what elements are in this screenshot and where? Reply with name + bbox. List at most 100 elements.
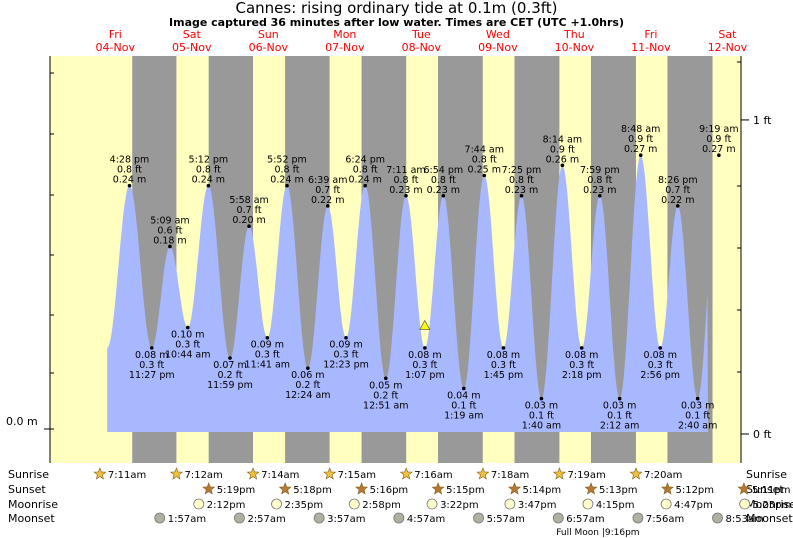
day-weekday: Tue	[411, 28, 431, 41]
low-tide-ft: 0.3 ft	[491, 360, 516, 371]
tide-point	[185, 325, 190, 330]
day-date: 10-Nov	[555, 41, 595, 54]
moonset-icon	[234, 512, 245, 524]
tide-point	[579, 346, 584, 350]
tide-point	[383, 376, 388, 381]
sunrise-time: 7:16am	[414, 470, 452, 481]
high-tide-ft: 0.8 ft	[353, 165, 378, 176]
sunrise-icon	[629, 467, 643, 480]
tide-point	[363, 183, 368, 188]
high-tide-m: 0.25 m	[468, 165, 501, 176]
sunrise-label-left: Sunrise	[8, 468, 49, 481]
moonset-time: 6:57am	[566, 514, 604, 525]
sunset-label-right: Sunset	[746, 483, 784, 496]
day-date: 12-Nov	[708, 41, 748, 54]
low-tide-m: 0.09 m	[251, 340, 284, 351]
high-tide-ft: 0.7 ft	[237, 205, 262, 216]
high-tide-m: 0.24 m	[270, 175, 303, 186]
day-weekday: Mon	[333, 28, 356, 41]
tide-point	[285, 183, 289, 188]
moonrise-icon	[582, 498, 594, 510]
sunrise-icon	[170, 467, 183, 480]
low-tide-time: 11:59 pm	[207, 380, 253, 391]
sunset-icon	[737, 482, 751, 495]
sunrise-label-right: Sunrise	[746, 468, 787, 481]
low-tide-time: 1:19 am	[444, 410, 483, 421]
low-tide-time: 1:40 am	[522, 421, 561, 432]
sunset-icon	[508, 482, 522, 495]
high-tide-m: 0.26 m	[546, 154, 579, 165]
high-tide-ft: 0.8 ft	[587, 175, 612, 186]
tide-point	[717, 153, 721, 158]
high-tide-ft: 0.8 ft	[509, 175, 534, 186]
low-tide-ft: 0.2 ft	[373, 390, 398, 401]
high-tide-m: 0.24 m	[192, 175, 225, 186]
high-tide-ft: 0.6 ft	[157, 225, 182, 236]
day-weekday: Sat	[718, 28, 737, 41]
sunset-icon	[584, 482, 598, 495]
high-tide-m: 0.20 m	[232, 215, 265, 226]
tide-point	[482, 173, 487, 178]
sunset-time: 5:19pm	[217, 485, 256, 496]
chart-title: Cannes: rising ordinary tide at 0.1m (0.…	[235, 0, 558, 17]
moonrise-time: 4:47pm	[674, 500, 713, 511]
high-tide-m: 0.18 m	[153, 235, 186, 246]
moonrise-time: 2:12pm	[207, 500, 246, 511]
low-tide-m: 0.07 m	[213, 360, 246, 371]
day-date: 09-Nov	[478, 41, 518, 54]
sunrise-time: 7:20am	[644, 470, 682, 481]
low-tide-m: 0.03 m	[681, 401, 714, 412]
tide-point	[247, 224, 251, 228]
tide-point	[638, 153, 643, 158]
day-weekday: Sat	[183, 28, 202, 41]
high-tide-m: 0.22 m	[661, 195, 694, 206]
tide-point	[404, 193, 408, 198]
day-weekday: Fri	[109, 28, 122, 41]
low-tide-time: 2:18 pm	[562, 370, 602, 381]
sunset-label-left: Sunset	[8, 483, 46, 496]
high-tide-ft: 0.8 ft	[274, 165, 299, 176]
tide-point	[228, 356, 232, 360]
day-date: 08-Nov	[402, 41, 442, 54]
sunset-icon	[278, 482, 292, 495]
day-date: 04-Nov	[96, 41, 136, 54]
sunrise-icon	[323, 467, 337, 480]
high-tide-m: 0.24 m	[349, 175, 382, 186]
sunrise-icon	[552, 467, 566, 480]
high-tide-ft: 0.8 ft	[196, 165, 221, 176]
day-weekday: Fri	[644, 28, 657, 41]
tide-point	[675, 204, 680, 208]
high-tide-m: 0.24 m	[113, 175, 146, 186]
tide-area	[107, 155, 708, 432]
low-tide-time: 2:56 pm	[640, 370, 680, 381]
high-tide-time: 8:14 am	[543, 134, 582, 145]
low-tide-time: 1:07 pm	[405, 370, 445, 381]
tide-point	[539, 396, 544, 401]
high-tide-ft: 0.8 ft	[431, 175, 456, 186]
low-tide-m: 0.04 m	[447, 390, 480, 401]
moonset-icon	[473, 512, 484, 524]
moonrise-icon	[348, 498, 360, 510]
high-tide-time: 6:24 pm	[345, 155, 385, 166]
day-date: 05-Nov	[172, 41, 212, 54]
day-weekday: Wed	[486, 28, 510, 41]
sunset-time: 5:15pm	[446, 485, 485, 496]
day-date: 07-Nov	[325, 41, 365, 54]
low-tide-ft: 0.3 ft	[412, 360, 437, 371]
high-tide-time: 5:09 am	[150, 215, 189, 226]
current-tide-marker	[419, 319, 431, 330]
sunrise-time: 7:15am	[338, 470, 376, 481]
sunrise-icon	[399, 467, 413, 480]
moonset-time: 2:57am	[247, 514, 285, 525]
low-tide-m: 0.08 m	[408, 350, 441, 361]
sunrise-time: 7:18am	[491, 470, 529, 481]
moonrise-label-left: Moonrise	[8, 498, 58, 511]
tide-point	[695, 396, 700, 401]
moonset-icon	[313, 512, 325, 524]
moonrise-time: 5:25pm	[753, 500, 792, 511]
high-tide-time: 8:26 pm	[658, 175, 698, 186]
high-tide-ft: 0.7 ft	[665, 185, 690, 196]
sunset-icon	[202, 482, 216, 495]
low-tide-m: 0.03 m	[603, 401, 636, 412]
